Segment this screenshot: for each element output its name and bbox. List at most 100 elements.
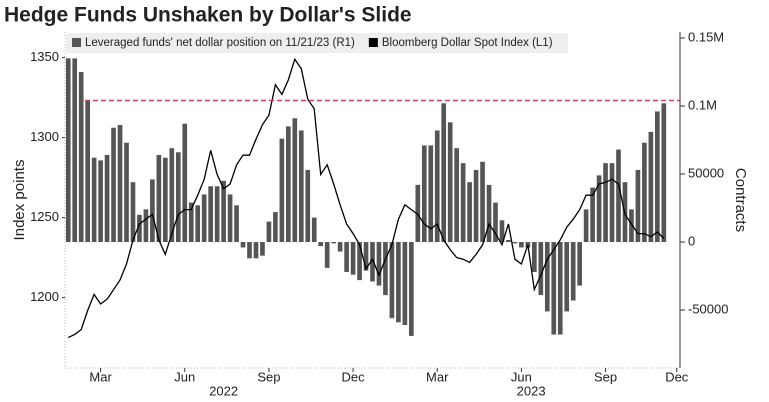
bar xyxy=(124,142,129,243)
bar xyxy=(577,242,582,286)
bar xyxy=(467,182,472,243)
bar xyxy=(454,148,459,243)
bar xyxy=(596,175,602,243)
bar xyxy=(65,58,71,243)
bar xyxy=(409,242,414,336)
bar xyxy=(460,163,466,243)
bar xyxy=(532,242,537,272)
legend-label: Leveraged funds' net dollar position on … xyxy=(85,37,355,49)
bar xyxy=(240,242,246,248)
legend-swatch xyxy=(368,38,378,47)
bar xyxy=(324,242,330,268)
bar xyxy=(331,242,336,244)
bar xyxy=(104,154,110,243)
bar xyxy=(182,123,188,243)
bar xyxy=(311,217,317,243)
bar xyxy=(370,242,375,282)
bar xyxy=(344,242,349,272)
bar xyxy=(363,242,369,271)
bar xyxy=(201,194,207,243)
x-tick-label: Sep xyxy=(257,369,280,384)
bar xyxy=(78,71,84,243)
bar xyxy=(279,138,285,243)
bar xyxy=(655,111,660,243)
y2-tick-label: 50000 xyxy=(688,165,724,180)
bar xyxy=(273,212,278,243)
bar xyxy=(175,152,181,243)
chart-title: Hedge Funds Unshaken by Dollar's Slide xyxy=(4,4,412,27)
bar xyxy=(434,130,440,243)
bar xyxy=(195,205,201,243)
x-tick-label: Mar xyxy=(89,369,112,384)
bar xyxy=(389,242,395,319)
bar xyxy=(253,242,259,259)
bar xyxy=(557,242,563,335)
y-tick-label: 1350 xyxy=(30,49,59,64)
bar xyxy=(72,58,78,243)
bar xyxy=(512,242,518,244)
y2-tick-label: -50000 xyxy=(688,301,728,316)
bar xyxy=(143,209,149,243)
y-axis-label: Index points xyxy=(11,160,28,241)
bar xyxy=(642,142,647,243)
legend-label: Bloomberg Dollar Spot Index (L1) xyxy=(382,37,553,49)
bar xyxy=(616,149,621,243)
bar xyxy=(396,242,401,323)
x-tick-label: Sep xyxy=(594,369,617,384)
x-group-label: 2023 xyxy=(517,383,546,398)
bar xyxy=(603,163,608,243)
bar xyxy=(227,194,233,243)
bar xyxy=(221,180,226,243)
bar xyxy=(635,169,641,243)
y2-tick-label: 0.15M xyxy=(688,29,724,44)
legend-swatch xyxy=(72,38,81,47)
bar xyxy=(519,242,524,248)
bar xyxy=(357,242,362,281)
bar xyxy=(117,125,123,243)
bar xyxy=(421,145,427,243)
bar xyxy=(286,126,291,243)
bar xyxy=(266,221,272,243)
x-tick-label: Mar xyxy=(426,369,449,384)
bar xyxy=(247,242,252,259)
y-tick-label: 1200 xyxy=(30,289,59,304)
bar xyxy=(260,242,265,256)
bar xyxy=(609,163,615,243)
bar xyxy=(480,161,485,243)
bar xyxy=(629,209,634,243)
bar xyxy=(486,184,492,243)
x-tick-label: Jun xyxy=(174,369,195,384)
bar xyxy=(111,127,116,243)
bar xyxy=(499,220,505,243)
bar xyxy=(208,186,213,243)
bar xyxy=(91,157,97,243)
bar xyxy=(318,242,324,247)
bar xyxy=(661,103,667,243)
bar xyxy=(337,242,343,252)
bar xyxy=(648,131,654,243)
bar xyxy=(493,202,498,243)
bar xyxy=(156,154,162,243)
bar xyxy=(214,186,220,243)
bar xyxy=(292,118,298,243)
y-tick-label: 1300 xyxy=(30,129,59,144)
legend-background xyxy=(66,33,568,53)
bar xyxy=(538,242,544,296)
x-tick-label: Dec xyxy=(665,369,689,384)
bar xyxy=(150,179,155,243)
x-group-label: 2022 xyxy=(209,383,238,398)
bar xyxy=(441,103,447,243)
x-tick-label: Dec xyxy=(342,369,366,384)
bar xyxy=(590,187,595,243)
bar xyxy=(506,239,511,243)
bar xyxy=(415,184,421,243)
bar xyxy=(428,145,434,243)
y-tick-label: 1250 xyxy=(30,209,59,224)
y2-axis-label: Contracts xyxy=(732,168,749,232)
bar xyxy=(137,214,142,243)
bar xyxy=(473,169,479,243)
bar xyxy=(447,122,453,243)
bar xyxy=(98,160,103,243)
bar xyxy=(583,209,589,243)
bar xyxy=(402,242,408,326)
